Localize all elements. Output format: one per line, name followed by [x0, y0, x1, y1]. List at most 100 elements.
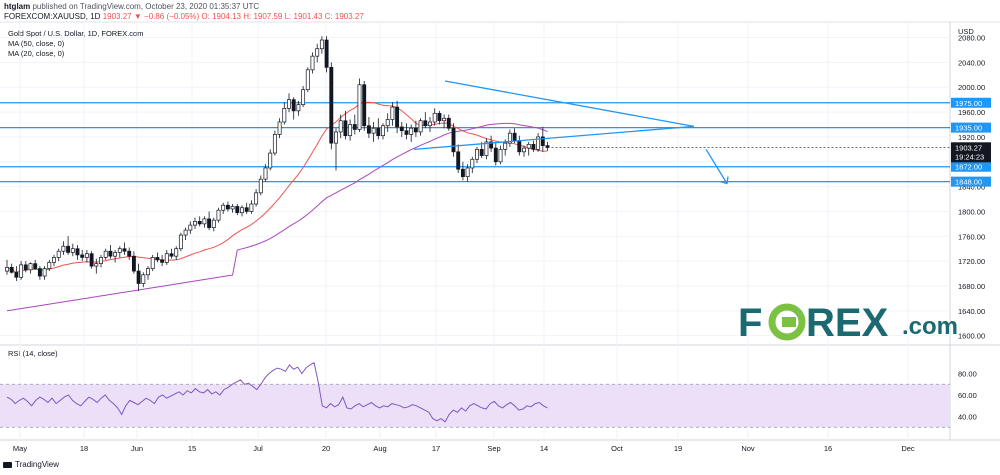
date-tick-label: Dec — [901, 444, 915, 453]
candle-up — [338, 120, 343, 133]
rsi-tick-label: 40.00 — [958, 413, 977, 422]
candle-up — [103, 250, 108, 258]
candle-up — [507, 132, 512, 144]
tradingview-brand: TradingView — [15, 460, 60, 469]
candle-up — [94, 263, 99, 267]
horizontal-levels[interactable] — [0, 102, 950, 183]
date-tick-label: Aug — [373, 444, 386, 453]
countdown-text: 19:24:23 — [955, 152, 984, 161]
candle-up — [390, 106, 395, 120]
candle-up — [381, 125, 385, 137]
price-axis[interactable]: 2080.002040.002000.001960.001920.001880.… — [951, 34, 991, 341]
candle-up — [305, 69, 310, 91]
candlesticks — [5, 36, 550, 291]
candle-down — [155, 257, 160, 261]
logo-dotcom: .com — [902, 313, 958, 340]
legend-ma20[interactable]: MA (20, close, 0) — [8, 49, 65, 58]
candle-up — [99, 257, 103, 264]
candle-up — [249, 203, 254, 212]
level-price-text: 1935.00 — [955, 124, 982, 133]
candle-down — [456, 151, 461, 170]
date-tick-label: 17 — [432, 444, 440, 453]
candle-down — [517, 140, 522, 153]
candle-up — [282, 107, 287, 123]
candle-down — [531, 144, 536, 150]
logo-f: F — [738, 301, 762, 344]
projection-arrow-head[interactable] — [719, 176, 729, 185]
candle-down — [244, 207, 249, 212]
date-tick-label: 16 — [824, 444, 832, 453]
candle-up — [178, 234, 183, 250]
candle-up — [28, 263, 33, 271]
triangle-lower-line[interactable] — [413, 125, 695, 150]
legend-rsi[interactable]: RSI (14, close) — [8, 349, 58, 358]
candle-up — [428, 121, 432, 127]
candle-down — [413, 127, 418, 133]
candle-up — [141, 274, 146, 284]
current-price-tag — [951, 142, 991, 163]
ma20-line — [6, 101, 548, 273]
candle-up — [503, 142, 508, 150]
level-price-text: 1848.00 — [955, 178, 982, 187]
grid-lines — [0, 22, 950, 440]
price-change: −0.86 (−0.05%) — [144, 12, 200, 21]
candle-down — [75, 248, 80, 256]
triangle-upper-line[interactable] — [444, 80, 695, 127]
candle-up — [240, 207, 244, 214]
author-name[interactable]: htglam — [4, 2, 31, 11]
projection-arrow-line[interactable] — [705, 148, 728, 184]
candle-up — [310, 55, 315, 71]
rsi-line — [6, 362, 548, 423]
ohlc-close: C: 1903.27 — [324, 12, 364, 21]
candle-up — [5, 267, 9, 272]
moving-averages — [6, 101, 548, 312]
candle-up — [61, 245, 66, 252]
candle-down — [225, 204, 230, 210]
candle-down — [399, 126, 404, 132]
candle-up — [52, 257, 56, 263]
candle-down — [545, 145, 550, 148]
candle-up — [254, 192, 259, 205]
candle-down — [324, 39, 329, 68]
symbol-header: FOREXCOM:XAUUSD, 1D 1903.27 ▼ −0.86 (−0.… — [4, 12, 364, 21]
candle-down — [169, 253, 174, 257]
legend-ma50[interactable]: MA (50, close, 0) — [8, 39, 65, 48]
date-tick-label: May — [13, 444, 27, 453]
candle-up — [319, 39, 324, 50]
candle-down — [235, 206, 240, 214]
candle-down — [136, 270, 141, 284]
publish-text: published on TradingView.com, October 23… — [32, 2, 260, 11]
candle-up — [418, 120, 423, 133]
date-tick-label: Sep — [487, 444, 500, 453]
candle-down — [160, 259, 165, 263]
candle-down — [489, 141, 494, 149]
rsi-band — [0, 383, 950, 428]
legend-title[interactable]: Gold Spot / U.S. Dollar, 1D, FOREX.com — [8, 29, 144, 38]
symbol-label[interactable]: FOREXCOM:XAUUSD, 1D — [4, 12, 101, 21]
time-axis[interactable]: May 18 Jun 15 Jul 20 Aug 17 Sep 14 Oct 19 Nov 16 Dec — [13, 444, 915, 453]
candle-down — [451, 127, 456, 153]
date-tick-label: Oct — [611, 444, 624, 453]
price-tick-label: 1720.00 — [958, 257, 985, 266]
down-arrow-icon: ▼ — [133, 12, 142, 21]
candle-down — [131, 255, 136, 272]
trend-drawings[interactable] — [413, 80, 729, 185]
candle-up — [484, 141, 489, 156]
candle-up — [117, 248, 122, 253]
candle-down — [446, 117, 451, 129]
candle-down — [366, 125, 371, 134]
rsi-axis[interactable]: 80.00 60.00 40.00 — [958, 370, 977, 422]
candle-down — [291, 99, 296, 112]
publish-line: htglam published on TradingView.com, Oct… — [4, 2, 259, 11]
date-tick-label: 18 — [80, 444, 88, 453]
rsi-band-fill — [0, 384, 950, 428]
tradingview-footer[interactable]: TradingView — [3, 460, 59, 469]
candle-down — [404, 130, 409, 135]
candle-up — [301, 89, 306, 105]
candle-up — [385, 119, 390, 127]
candle-up — [526, 144, 531, 149]
logo-o-key — [782, 317, 796, 327]
logo-rex: REX — [806, 301, 889, 344]
candle-up — [47, 262, 52, 269]
